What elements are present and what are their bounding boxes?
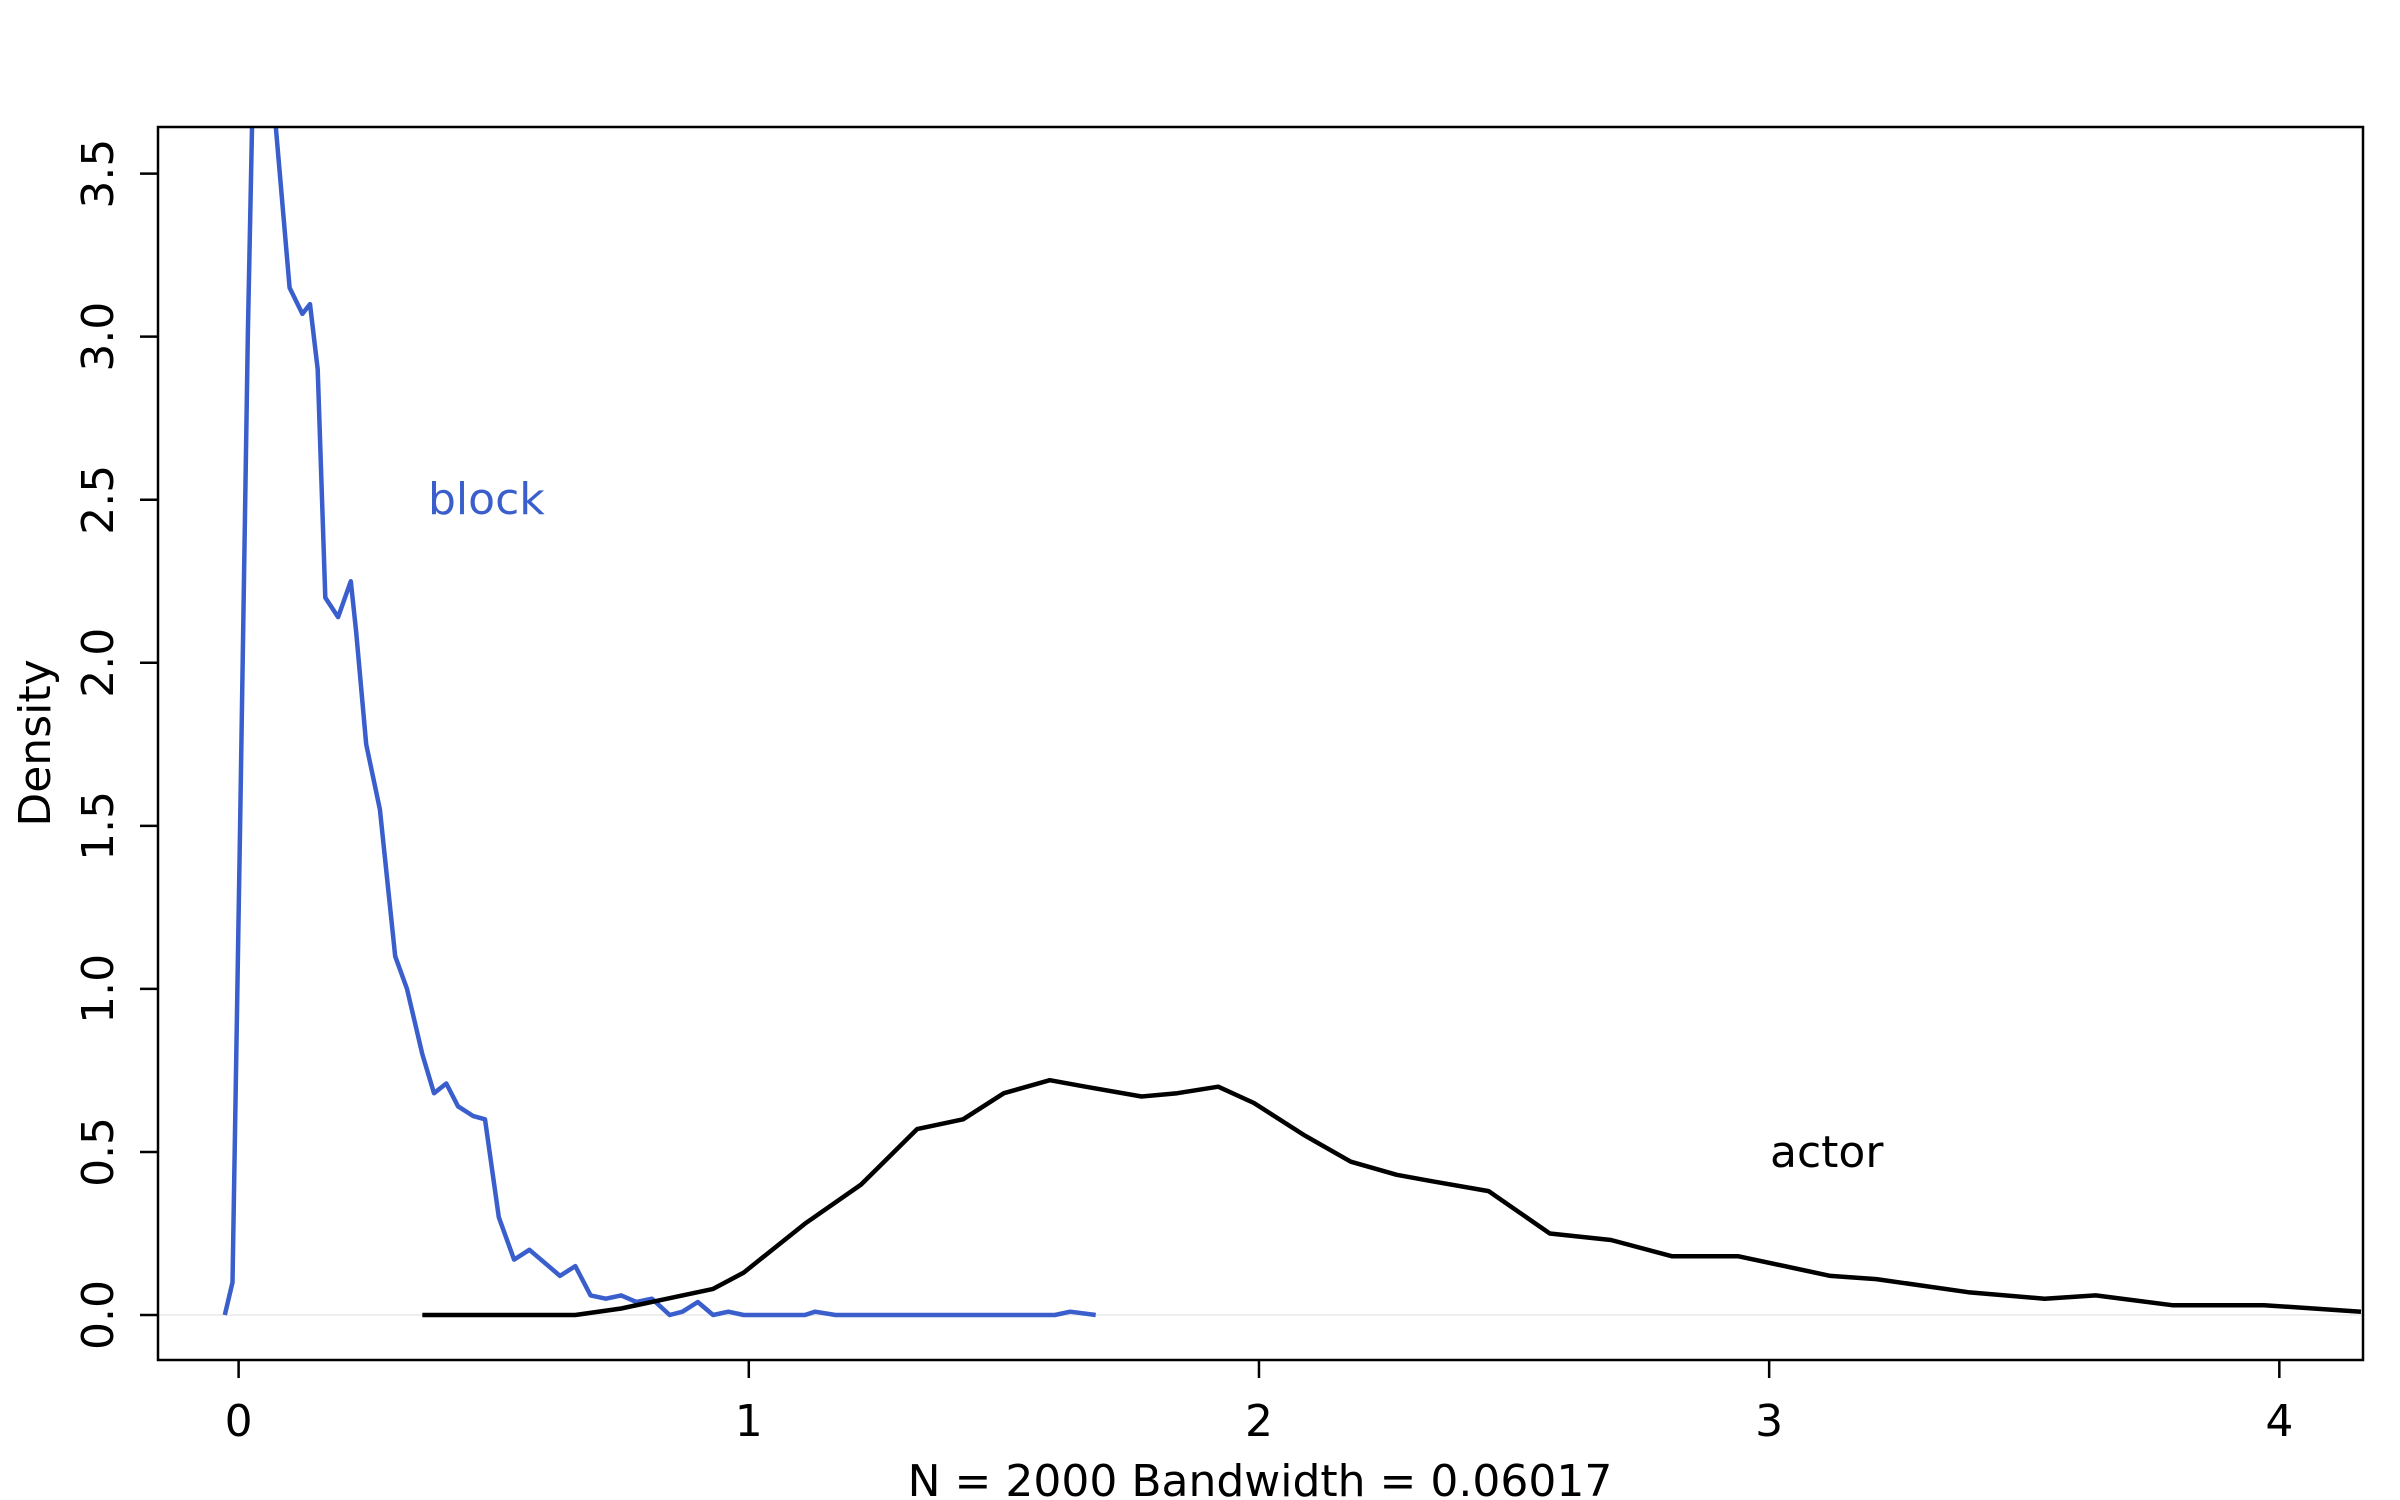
series-label: block (428, 474, 545, 525)
y-tick-label: 1.5 (73, 791, 124, 861)
y-tick-label: 2.5 (73, 465, 124, 535)
x-tick-label: 3 (1755, 1396, 1783, 1447)
density-line (222, 127, 1096, 1318)
y-tick-label: 0.0 (73, 1280, 124, 1350)
density-line (422, 1077, 2362, 1318)
y-tick-label: 2.0 (73, 628, 124, 698)
x-tick-label: 0 (225, 1396, 253, 1447)
x-axis-label: N = 2000 Bandwidth = 0.06017 (908, 1456, 1613, 1500)
series-label: actor (1770, 1127, 1884, 1178)
y-tick-label: 0.5 (73, 1117, 124, 1187)
x-tick-label: 1 (735, 1396, 763, 1447)
x-tick-label: 2 (1245, 1396, 1273, 1447)
y-tick-label: 3.0 (73, 302, 124, 372)
plot-frame (156, 125, 2365, 1362)
y-axis-label: Density (10, 659, 61, 826)
y-tick-label: 1.0 (73, 954, 124, 1024)
y-tick-label: 3.5 (73, 139, 124, 209)
x-tick-label: 4 (2265, 1396, 2293, 1447)
